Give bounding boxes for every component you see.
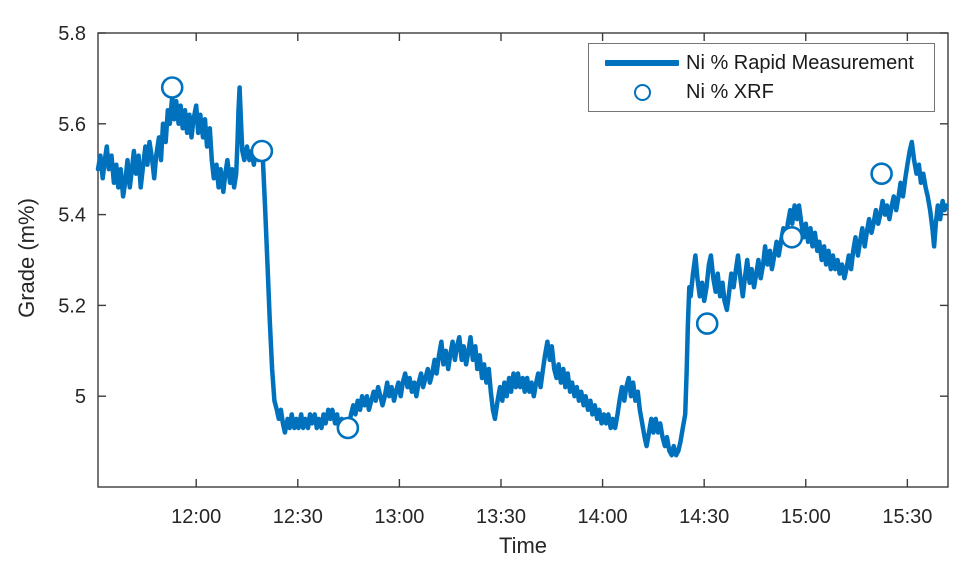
legend: Ni % Rapid Measurement Ni % XRF: [588, 43, 935, 112]
xrf-data-point: [250, 139, 274, 163]
legend-line-sample: [605, 60, 679, 66]
xrf-data-point: [780, 226, 804, 249]
plot-box: [97, 32, 949, 488]
legend-circle-sample: [605, 83, 679, 101]
y-tick-label: 5.8: [58, 23, 86, 45]
legend-label-xrf: Ni % XRF: [686, 80, 774, 103]
x-tick-label: 12:30: [273, 506, 323, 528]
y-axis-label: Grade (m%): [14, 198, 39, 318]
x-tick-label: 15:30: [882, 506, 932, 528]
legend-label-rapid-measurement: Ni % Rapid Measurement: [686, 51, 914, 74]
xrf-data-point: [336, 416, 360, 440]
x-tick-label: 14:30: [679, 506, 729, 528]
x-tick-label: 14:00: [578, 506, 628, 528]
xrf-data-point: [695, 312, 719, 335]
x-tick-label: 12:00: [171, 506, 221, 528]
y-tick-label: 5.6: [58, 114, 86, 136]
xrf-data-point: [870, 162, 893, 185]
legend-entry-xrf: Ni % XRF: [589, 78, 934, 107]
y-tick-label: 5.4: [58, 205, 86, 227]
x-tick-label: 15:00: [781, 506, 831, 528]
line-swatch-icon: [605, 60, 679, 66]
x-tick-label: 13:00: [374, 506, 424, 528]
y-tick-label: 5: [75, 386, 86, 408]
xrf-data-point: [160, 76, 184, 99]
x-axis-label: Time: [498, 533, 548, 558]
series-line-rapid-measurement: [95, 85, 949, 458]
legend-entry-rapid-measurement: Ni % Rapid Measurement: [589, 49, 934, 78]
open-circle-marker-icon: [633, 83, 651, 101]
y-tick-label: 5.2: [58, 295, 86, 317]
x-tick-label: 13:30: [476, 506, 526, 528]
